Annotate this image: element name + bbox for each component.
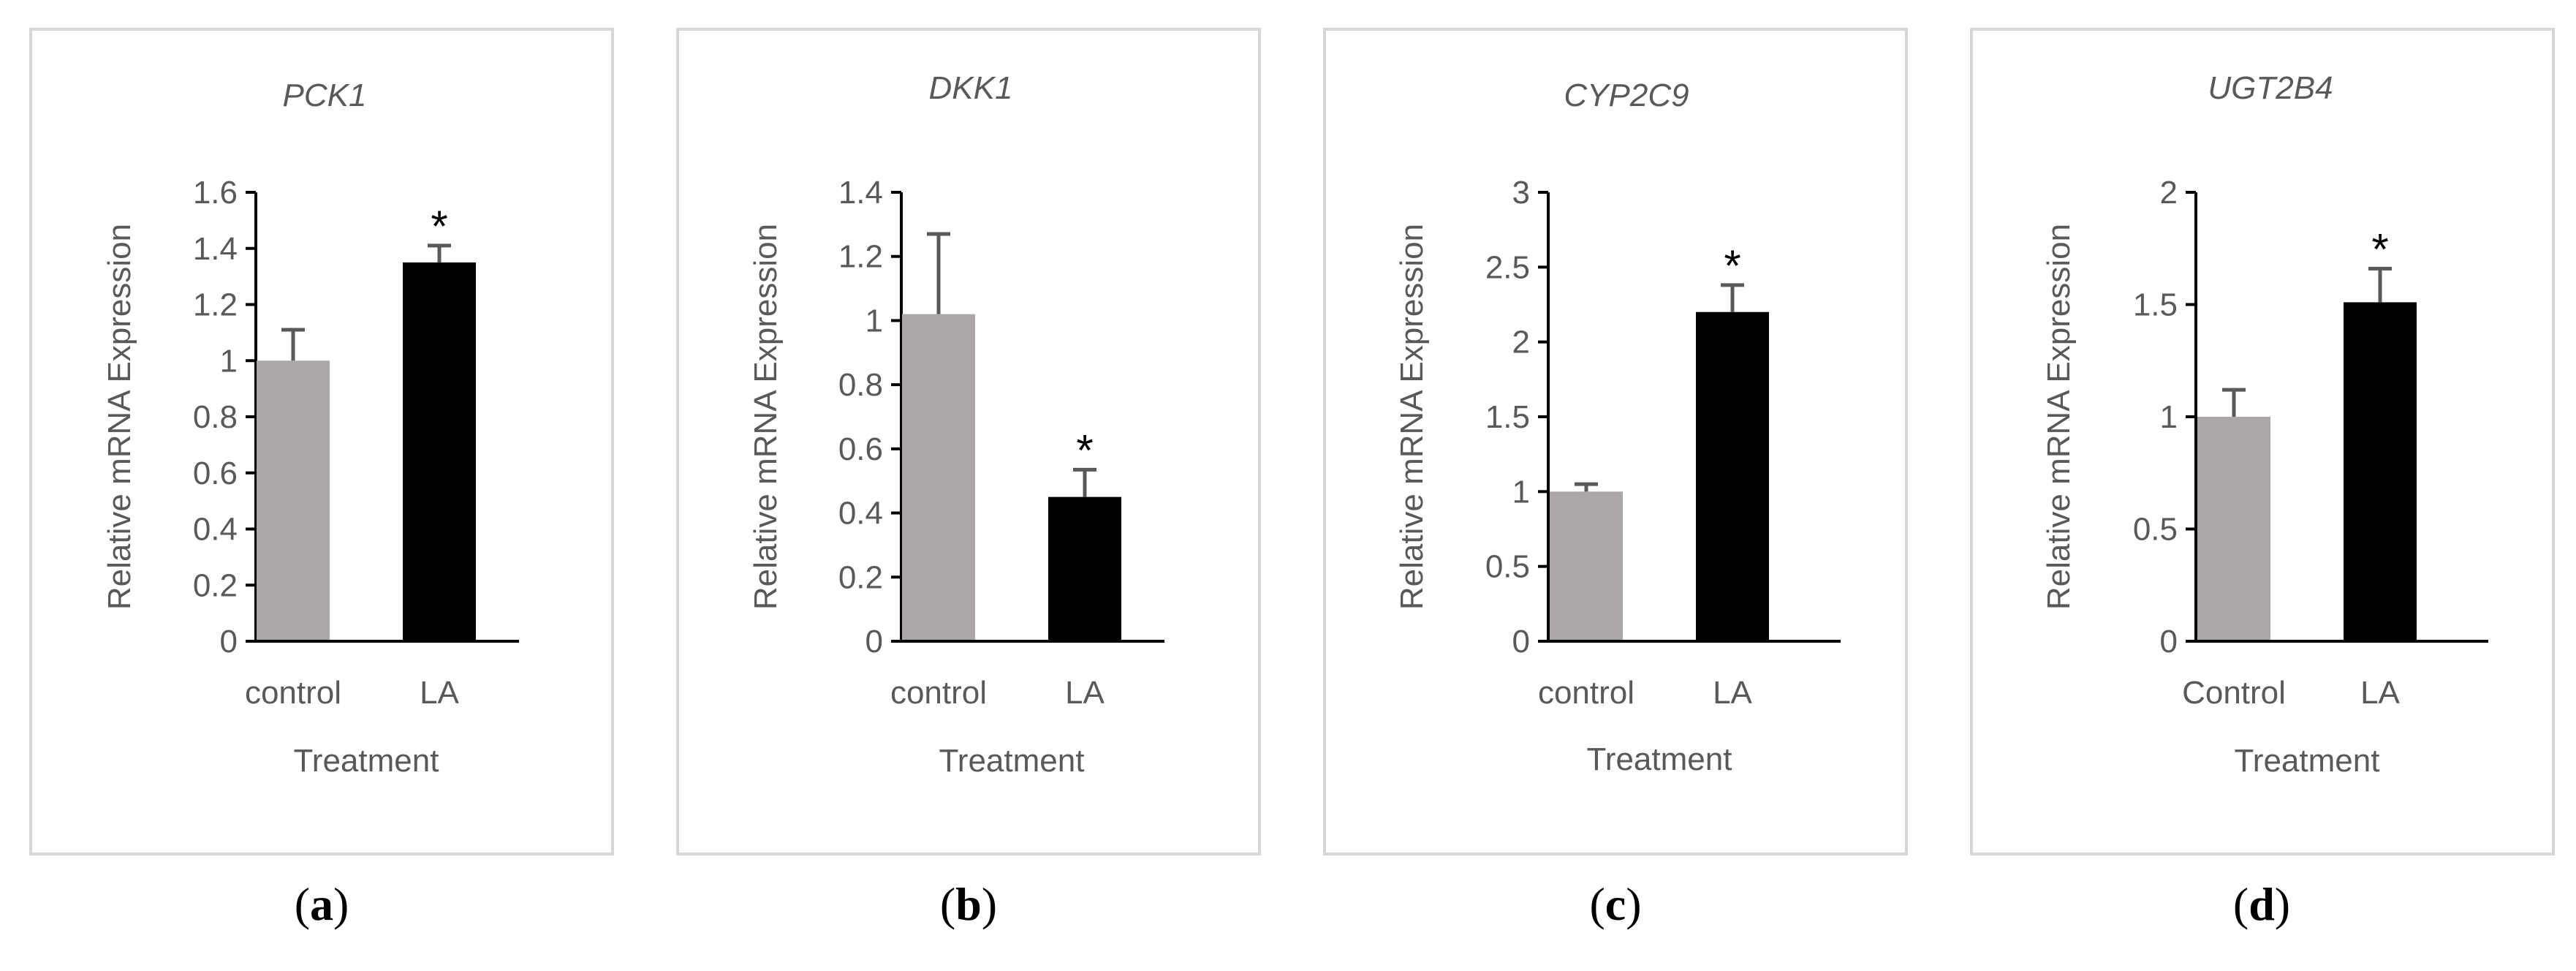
y-tick-label: 1.4 bbox=[193, 231, 238, 267]
x-category-label: LA bbox=[2360, 675, 2400, 711]
panel-caption: (d) bbox=[2233, 878, 2290, 930]
y-tick-label: 0 bbox=[2160, 624, 2178, 660]
bar-la bbox=[2344, 302, 2417, 641]
caption-letter: a bbox=[310, 878, 333, 930]
y-tick-label: 2.5 bbox=[1485, 249, 1530, 285]
y-axis-title: Relative mRNA Expression bbox=[102, 224, 137, 610]
x-category-label: control bbox=[245, 675, 341, 711]
y-tick-label: 1.6 bbox=[193, 175, 238, 211]
chart-title: PCK1 bbox=[283, 78, 367, 113]
y-tick-label: 0 bbox=[1512, 624, 1530, 660]
caption-letter: c bbox=[1605, 878, 1626, 930]
caption-paren-open: ( bbox=[940, 878, 955, 930]
caption-paren-close: ) bbox=[982, 878, 997, 930]
caption-letter: d bbox=[2249, 878, 2275, 930]
chart-title: CYP2C9 bbox=[1564, 78, 1689, 113]
x-category-label: LA bbox=[420, 675, 459, 711]
y-axis-title: Relative mRNA Expression bbox=[748, 224, 784, 610]
y-tick-label: 0.8 bbox=[838, 367, 883, 403]
caption-paren-open: ( bbox=[1589, 878, 1605, 930]
chart-panel-c: CYP2C9 0 0.5 1 1.5 2 2.5 3 Relative mRNA Express… bbox=[1323, 28, 1908, 855]
x-category-label: control bbox=[890, 675, 987, 711]
x-category-label: Control bbox=[2182, 675, 2286, 711]
y-tick-label: 1 bbox=[865, 303, 883, 339]
y-tick-label: 1 bbox=[1512, 474, 1530, 510]
y-tick-label: 1.4 bbox=[838, 175, 883, 211]
panel-caption: (c) bbox=[1589, 878, 1641, 930]
bar-la bbox=[1696, 311, 1769, 641]
x-axis-title: Treatment bbox=[939, 743, 1085, 779]
y-tick-label: 0.5 bbox=[1485, 549, 1530, 585]
panel-caption: (a) bbox=[295, 878, 349, 930]
y-tick-label: 2 bbox=[2160, 175, 2178, 211]
y-tick-label: 0 bbox=[220, 624, 238, 660]
bar-la bbox=[403, 262, 476, 641]
caption-letter: b bbox=[955, 878, 982, 930]
y-tick-label: 0.8 bbox=[193, 399, 238, 435]
y-axis-title: Relative mRNA Expression bbox=[1394, 224, 1430, 610]
significance-marker: * bbox=[2371, 224, 2388, 273]
y-tick-label: 0 bbox=[865, 624, 883, 660]
y-tick-label: 0.2 bbox=[838, 559, 883, 595]
chart-panel-a: PCK1 0 0.2 0.4 0.6 0.8 1 1.2 1.4 1.6 Relative mRNA… bbox=[29, 28, 614, 855]
bar-control bbox=[902, 314, 975, 641]
y-tick-label: 1 bbox=[220, 343, 238, 379]
panel-frame bbox=[1323, 28, 1908, 855]
y-tick-label: 0.6 bbox=[838, 431, 883, 467]
caption-paren-close: ) bbox=[2275, 878, 2290, 930]
y-tick-label: 2 bbox=[1512, 325, 1530, 360]
significance-marker: * bbox=[1076, 426, 1093, 475]
chart-title: UGT2B4 bbox=[2208, 70, 2333, 106]
y-tick-label: 1.5 bbox=[2133, 287, 2178, 323]
significance-marker: * bbox=[1724, 241, 1740, 290]
y-tick-label: 1 bbox=[2160, 399, 2178, 435]
chart-panel-b: DKK1 0 0.2 0.4 0.6 0.8 1 1.2 1.4 Relative mRNA Ex… bbox=[676, 28, 1261, 855]
y-tick-label: 1.5 bbox=[1485, 399, 1530, 435]
x-axis-title: Treatment bbox=[1587, 741, 1732, 777]
bar-la bbox=[1048, 496, 1121, 641]
significance-marker: * bbox=[431, 202, 447, 251]
y-tick-label: 1.2 bbox=[193, 287, 238, 323]
caption-paren-close: ) bbox=[1626, 878, 1641, 930]
bar-control bbox=[1550, 491, 1623, 641]
y-tick-label: 0.5 bbox=[2133, 512, 2178, 548]
chart-panel-d: UGT2B4 0 0.5 1 1.5 2 Relative mRNA Expression C… bbox=[1970, 28, 2555, 855]
caption-paren-close: ) bbox=[333, 878, 349, 930]
y-tick-label: 3 bbox=[1512, 175, 1530, 211]
y-tick-label: 0.4 bbox=[193, 512, 238, 548]
x-category-label: LA bbox=[1065, 675, 1105, 711]
x-category-label: LA bbox=[1713, 675, 1752, 711]
caption-paren-open: ( bbox=[295, 878, 310, 930]
bar-control bbox=[2197, 417, 2270, 641]
y-tick-label: 1.2 bbox=[838, 239, 883, 275]
bar-control bbox=[257, 360, 330, 641]
y-axis-title: Relative mRNA Expression bbox=[2041, 224, 2077, 610]
x-axis-title: Treatment bbox=[2235, 743, 2380, 779]
chart-title: DKK1 bbox=[929, 70, 1013, 106]
caption-paren-open: ( bbox=[2233, 878, 2249, 930]
x-axis-title: Treatment bbox=[294, 743, 439, 779]
y-tick-label: 0.2 bbox=[193, 567, 238, 603]
y-tick-label: 0.6 bbox=[193, 456, 238, 491]
y-tick-label: 0.4 bbox=[838, 496, 883, 532]
panel-caption: (b) bbox=[940, 878, 997, 930]
x-category-label: control bbox=[1538, 675, 1634, 711]
